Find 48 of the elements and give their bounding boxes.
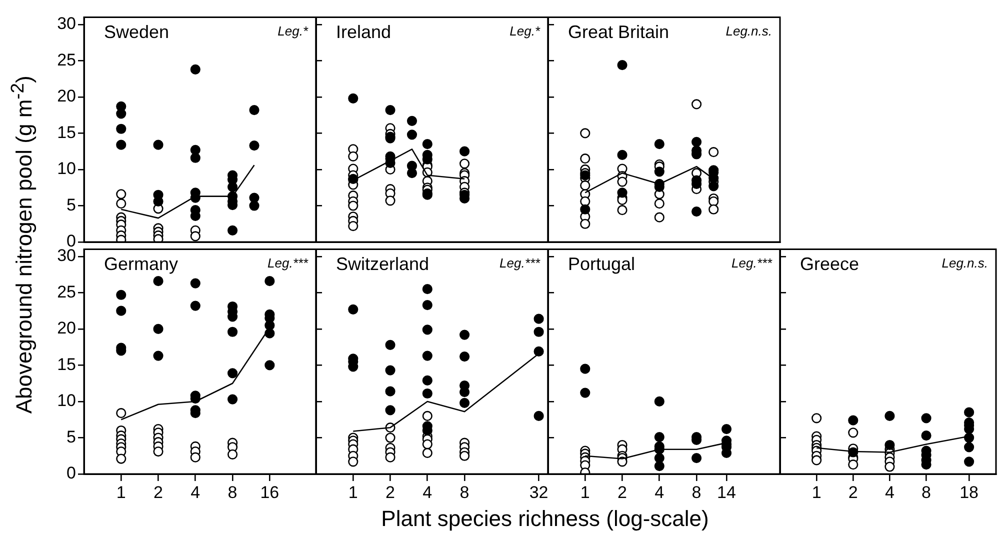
chart-title: Germany <box>104 254 178 274</box>
x-tick-label: 1 <box>348 482 358 502</box>
x-tick-label: 1 <box>580 482 590 502</box>
y-tick-label: 25 <box>57 50 76 70</box>
x-tick-label: 4 <box>422 482 432 502</box>
y-tick-label: 25 <box>57 282 76 302</box>
x-tick-label: 8 <box>460 482 470 502</box>
annotation: Leg.n.s. <box>942 255 988 270</box>
annotation: Leg.*** <box>500 255 541 270</box>
x-tick-label: 1 <box>116 482 126 502</box>
chart-title: Switzerland <box>336 254 430 274</box>
x-tick-label: 18 <box>960 482 979 502</box>
y-tick-label: 15 <box>57 354 76 374</box>
y-tick-label: 5 <box>66 427 76 446</box>
x-tick-label: 14 <box>717 482 736 502</box>
annotation: Leg.*** <box>732 255 773 270</box>
y-tick-label: 0 <box>66 464 76 483</box>
chart-title: Ireland <box>336 22 392 42</box>
x-tick-label: 4 <box>654 482 664 502</box>
y-tick-label: 15 <box>57 122 76 142</box>
y-tick-label: 5 <box>66 195 76 214</box>
x-tick-label: 2 <box>386 482 395 502</box>
y-tick-label: 30 <box>57 246 76 266</box>
x-tick-label: 8 <box>228 482 238 502</box>
x-tick-label: 1 <box>812 482 822 502</box>
annotation: Leg.* <box>510 23 541 38</box>
chart-title: Great Britain <box>568 22 670 42</box>
chart-title: Greece <box>800 254 860 274</box>
y-tick-label: 20 <box>57 318 76 338</box>
chart-title: Sweden <box>104 22 170 42</box>
y-tick-label: 10 <box>57 159 76 178</box>
x-tick-label: 4 <box>190 482 200 502</box>
x-tick-label: 16 <box>260 482 280 502</box>
y-tick-label: 30 <box>57 14 76 34</box>
chart-title: Portugal <box>568 254 636 274</box>
x-axis-title: Plant species richness (log-scale) <box>380 506 710 532</box>
y-tick-label: 10 <box>57 391 76 410</box>
x-tick-label: 32 <box>529 482 548 502</box>
annotation: Leg.*** <box>268 255 309 270</box>
x-tick-label: 4 <box>884 482 894 502</box>
x-tick-label: 8 <box>692 482 702 502</box>
x-tick-label: 2 <box>154 482 163 502</box>
x-tick-label: 2 <box>848 482 858 502</box>
y-tick-label: 20 <box>57 86 76 106</box>
annotation: Leg.* <box>278 23 309 38</box>
x-tick-label: 2 <box>618 482 627 502</box>
annotation: Leg.n.s. <box>726 23 772 38</box>
x-tick-label: 8 <box>922 482 932 502</box>
